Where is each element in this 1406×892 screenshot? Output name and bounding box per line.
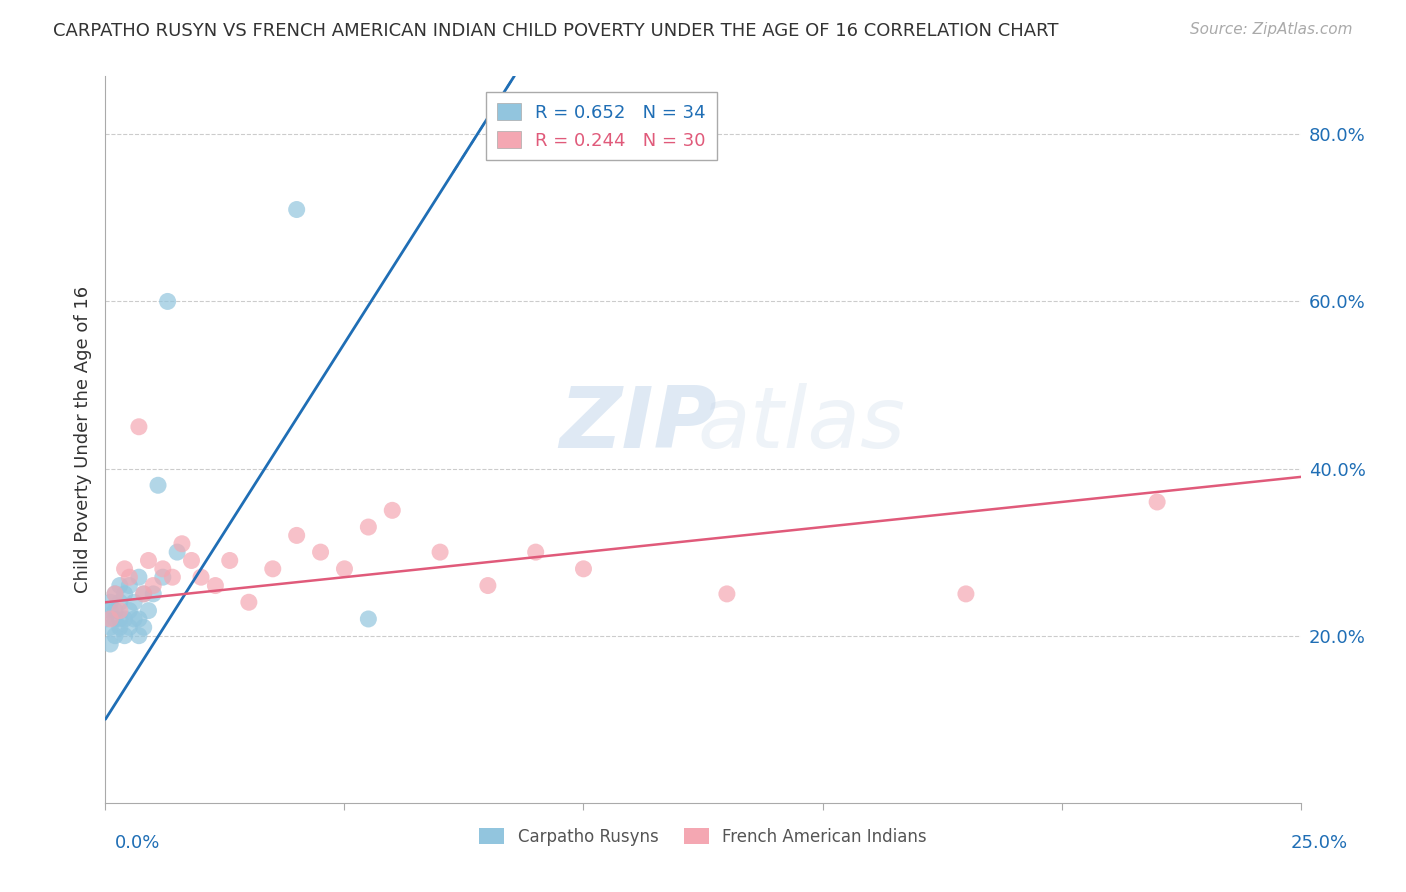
Point (716, 587, 738, 601)
Point (1146, 495, 1168, 509)
Point (104, 587, 127, 601)
Point (262, 562, 284, 576)
Point (138, 553, 160, 567)
Point (114, 587, 136, 601)
Point (108, 620, 131, 634)
Point (108, 612, 131, 626)
Point (285, 202, 308, 217)
Text: ZIP: ZIP (560, 384, 717, 467)
Point (162, 570, 184, 584)
Point (309, 545, 332, 559)
Point (104, 612, 127, 626)
Point (128, 612, 150, 626)
Point (142, 587, 165, 601)
Point (108, 595, 131, 609)
Point (238, 595, 260, 609)
Point (98, 612, 121, 626)
Text: 0.0%: 0.0% (115, 834, 160, 852)
Point (104, 604, 127, 618)
Point (104, 629, 127, 643)
Point (357, 520, 380, 534)
Text: 25.0%: 25.0% (1291, 834, 1347, 852)
Point (98, 637, 121, 651)
Point (122, 595, 145, 609)
Point (955, 587, 977, 601)
Text: Source: ZipAtlas.com: Source: ZipAtlas.com (1189, 22, 1353, 37)
Point (114, 562, 136, 576)
Point (477, 578, 499, 592)
Point (132, 587, 155, 601)
Point (128, 570, 150, 584)
Point (94, 612, 117, 626)
Point (114, 629, 136, 643)
Point (118, 578, 141, 592)
Legend: Carpatho Rusyns, French American Indians: Carpatho Rusyns, French American Indians (472, 822, 934, 853)
Point (166, 545, 188, 559)
Point (122, 612, 145, 626)
Text: CARPATHO RUSYN VS FRENCH AMERICAN INDIAN CHILD POVERTY UNDER THE AGE OF 16 CORRE: CARPATHO RUSYN VS FRENCH AMERICAN INDIAN… (53, 22, 1059, 40)
Point (152, 562, 174, 576)
Text: atlas: atlas (697, 384, 905, 467)
Point (128, 629, 150, 643)
Point (98, 595, 121, 609)
Point (132, 587, 155, 601)
Point (152, 570, 174, 584)
Point (108, 578, 131, 592)
Point (156, 294, 179, 309)
Point (204, 578, 226, 592)
Point (572, 562, 595, 576)
Point (333, 562, 356, 576)
Point (357, 612, 380, 626)
Point (128, 419, 150, 434)
Point (218, 553, 240, 567)
Point (98, 620, 121, 634)
Point (170, 537, 193, 551)
Point (146, 478, 169, 492)
Point (118, 620, 141, 634)
Point (104, 587, 127, 601)
Point (381, 503, 404, 517)
Point (118, 570, 141, 584)
Point (285, 528, 308, 542)
Point (138, 604, 160, 618)
Point (114, 612, 136, 626)
Point (429, 545, 451, 559)
Y-axis label: Child Poverty Under the Age of 16: Child Poverty Under the Age of 16 (73, 285, 91, 593)
Point (180, 553, 202, 567)
Point (98, 604, 121, 618)
Point (524, 545, 547, 559)
Point (132, 620, 155, 634)
Point (108, 604, 131, 618)
Point (118, 604, 141, 618)
Point (142, 578, 165, 592)
Point (190, 570, 212, 584)
